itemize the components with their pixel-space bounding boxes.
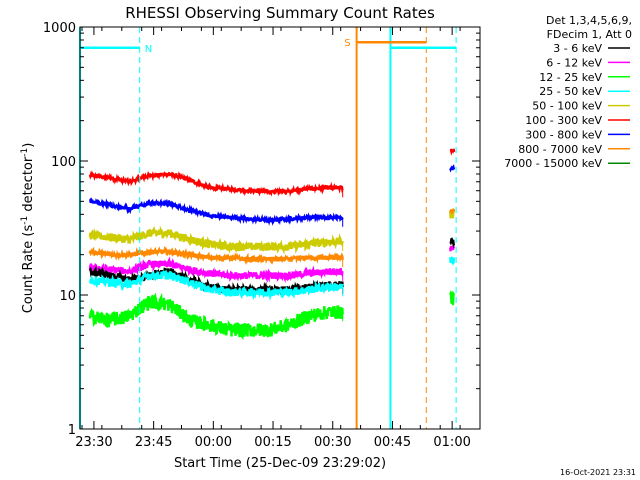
- series-layer: [88, 148, 456, 340]
- legend-header-line-1: Det 1,3,4,5,6,9,: [546, 14, 632, 27]
- y-tick-label-4: 1000: [43, 21, 76, 36]
- legend-label-3-6-kev: 3 - 6 keV: [553, 42, 602, 55]
- series-25-50-kev-line: [88, 269, 344, 301]
- chart-title: RHESSI Observing Summary Count Rates: [125, 4, 435, 22]
- x-tick-label-1: 23:30: [75, 435, 112, 450]
- series-50-100-kev-line-1: [449, 210, 456, 219]
- series-800-7000-kev-line: [88, 245, 344, 266]
- x-tick-label-4: 00:15: [254, 435, 291, 450]
- series-300-800-kev-line: [89, 197, 344, 226]
- plot-frame: [79, 26, 481, 430]
- y-axis-label: Count Rate (s-1 detector-1): [20, 143, 36, 314]
- state-label-n: N: [145, 44, 152, 55]
- series-25-50-kev-line-1: [449, 255, 456, 265]
- state-label-s: S: [344, 38, 350, 49]
- marker-layer: NS: [79, 27, 457, 429]
- x-tick-label-2: 23:45: [135, 435, 172, 450]
- legend-label-50-100-kev: 50 - 100 keV: [532, 100, 602, 113]
- series-12-25-kev-line: [88, 292, 344, 340]
- series-3-6-kev-line-1: [449, 237, 456, 249]
- series-12-25-kev-line-1: [449, 289, 455, 306]
- series-800-7000-kev-line-1: [449, 208, 456, 215]
- series-100-300-kev-line-1: [449, 148, 456, 156]
- y-tick-label-1: 1: [68, 423, 76, 438]
- series-50-100-kev-line: [88, 225, 344, 255]
- legend-label-12-25-kev: 12 - 25 keV: [539, 71, 602, 84]
- y-tick-label-2: 10: [59, 289, 76, 304]
- legend-label-800-7000-kev: 800 - 7000 keV: [518, 143, 602, 156]
- series-100-300-kev-line: [88, 170, 344, 198]
- plot-area: NS 23:30 23:45 00:00 00:15 00:30 00:45 01:0011…: [43, 21, 481, 450]
- footer-timestamp: 16-Oct-2021 23:31: [560, 468, 636, 477]
- legend-label-300-800-kev: 300 - 800 keV: [525, 128, 602, 141]
- legend: Det 1,3,4,5,6,9, FDecim 1, Att 0 3 - 6 k…: [504, 14, 632, 170]
- legend-label-25-50-kev: 25 - 50 keV: [539, 85, 602, 98]
- series-300-800-kev-line-1: [449, 164, 456, 173]
- x-tick-label-6: 00:45: [374, 435, 411, 450]
- x-axis-label: Start Time (25-Dec-09 23:29:02): [174, 456, 386, 471]
- legend-label-6-12-kev: 6 - 12 keV: [546, 56, 602, 69]
- tick-layer: 23:30 23:45 00:00 00:15 00:30 00:45 01:00 1 10 10…: [43, 21, 481, 450]
- legend-label-7000-15000-kev: 7000 - 15000 keV: [504, 157, 602, 170]
- x-tick-label-3: 00:00: [195, 435, 232, 450]
- legend-label-100-300-kev: 100 - 300 keV: [525, 114, 602, 127]
- series-6-12-kev-line: [88, 256, 344, 283]
- x-tick-label-7: 01:00: [433, 435, 470, 450]
- y-tick-label-3: 100: [51, 155, 76, 170]
- legend-header-line-2: FDecim 1, Att 0: [547, 28, 632, 41]
- x-tick-label-5: 00:30: [314, 435, 351, 450]
